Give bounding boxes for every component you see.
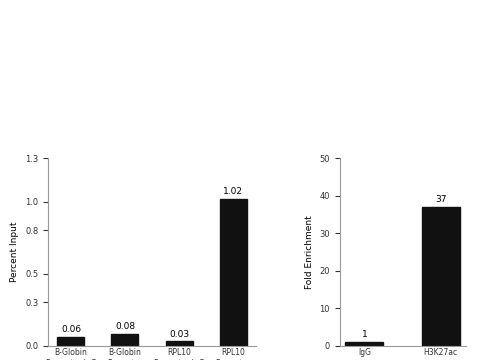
Text: 1: 1 [361,330,367,339]
Y-axis label: Fold Enrichment: Fold Enrichment [305,215,313,289]
Text: 37: 37 [435,195,446,204]
Y-axis label: Percent Input: Percent Input [11,222,20,282]
Text: 1.02: 1.02 [223,187,243,196]
Bar [345,342,384,346]
Bar [421,207,460,346]
Text: 0.06: 0.06 [61,325,81,334]
Bar [111,334,139,346]
Bar [58,337,84,346]
Bar [219,199,247,346]
Text: 0.08: 0.08 [115,323,135,332]
Text: 0.03: 0.03 [169,330,189,339]
Bar [166,341,192,346]
